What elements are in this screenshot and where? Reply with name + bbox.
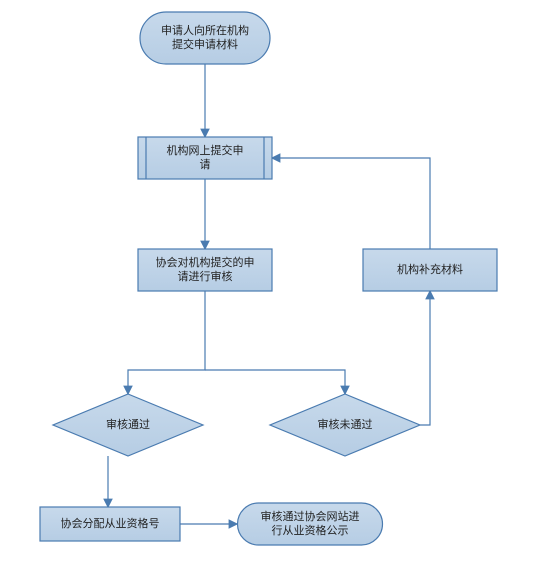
node-review-label-1: 请进行审核 xyxy=(178,269,233,283)
node-suppl-label-0: 机构补充材料 xyxy=(397,262,463,276)
node-submit-label-1: 请 xyxy=(200,158,211,171)
node-review: 协会对机构提交的申请进行审核 xyxy=(138,249,272,291)
edge-3 xyxy=(205,370,345,394)
node-pass: 审核通过 xyxy=(53,394,203,456)
edge-5 xyxy=(272,158,430,249)
node-fail-label-0: 审核未通过 xyxy=(318,417,373,431)
edge-2 xyxy=(128,291,205,394)
node-suppl: 机构补充材料 xyxy=(363,249,497,291)
node-submit: 机构网上提交申请 xyxy=(138,137,272,179)
node-start-label-0: 申请人向所在机构 xyxy=(161,23,249,37)
node-assign: 协会分配从业资格号 xyxy=(40,507,180,541)
node-fail: 审核未通过 xyxy=(270,394,420,456)
node-publish-label-0: 审核通过协会网站进 xyxy=(261,509,360,523)
node-start: 申请人向所在机构提交申请材料 xyxy=(140,12,270,64)
node-review-label-0: 协会对机构提交的申 xyxy=(156,255,255,269)
node-publish: 审核通过协会网站进行从业资格公示 xyxy=(238,503,383,545)
edge-4 xyxy=(420,291,430,425)
node-assign-label-0: 协会分配从业资格号 xyxy=(61,516,160,530)
node-publish-label-1: 行从业资格公示 xyxy=(272,523,349,537)
node-start-label-1: 提交申请材料 xyxy=(172,37,238,51)
flowchart-canvas: 申请人向所在机构提交申请材料机构网上提交申请协会对机构提交的申请进行审核机构补充… xyxy=(0,0,554,573)
node-pass-label-0: 审核通过 xyxy=(106,417,150,431)
node-submit-label-0: 机构网上提交申 xyxy=(167,143,244,157)
